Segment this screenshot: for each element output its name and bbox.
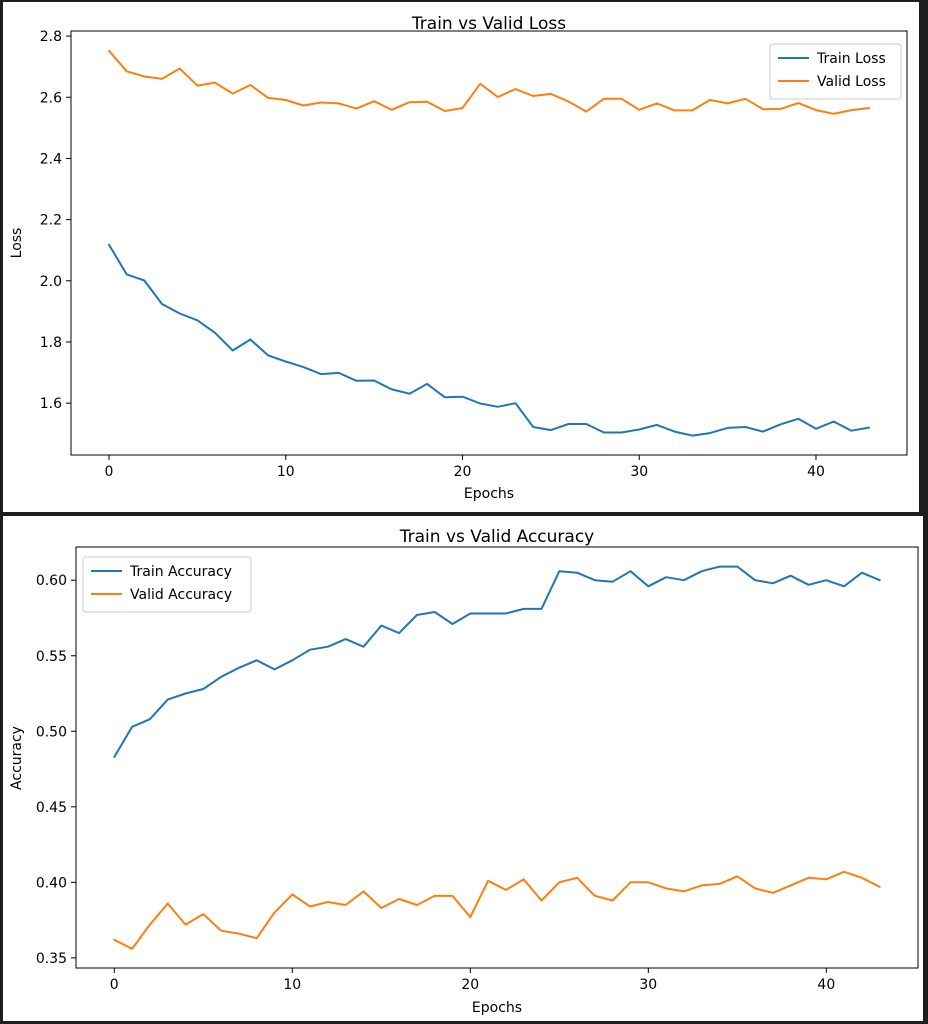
plot-area [70, 30, 908, 456]
y-tick-label: 2.6 [40, 90, 62, 106]
y-tick-label: 0.50 [36, 724, 67, 740]
y-tick-label: 1.8 [40, 335, 62, 351]
legend-label-train-loss: Train Loss [816, 51, 886, 67]
y-axis: 0.35 0.40 0.45 0.50 0.55 0.60 [36, 573, 76, 967]
chart-title: Train vs Valid Loss [411, 14, 566, 34]
y-tick-label: 1.6 [40, 396, 62, 412]
x-tick-label: 10 [283, 977, 301, 993]
loss-chart-panel: Train vs Valid Loss 1.6 1.8 2.0 2.2 2.4 2.6 2.… [3, 2, 919, 512]
y-axis-label: Loss [9, 228, 25, 259]
legend: Train Loss Valid Loss [769, 43, 902, 100]
plot-lines [113, 565, 881, 950]
legend-label-train-accuracy: Train Accuracy [129, 564, 232, 580]
legend-label-valid-loss: Valid Loss [817, 74, 886, 90]
y-axis: 1.6 1.8 2.0 2.2 2.4 2.6 2.8 [40, 29, 71, 412]
legend: Train Accuracy Valid Accuracy [82, 556, 252, 613]
plot-area [75, 546, 919, 969]
accuracy-chart: Train vs Valid Accuracy 0.35 0.40 0.45 0.50… [9, 527, 919, 1016]
x-tick-label: 10 [277, 464, 295, 480]
accuracy-chart-panel: Train vs Valid Accuracy 0.35 0.40 0.45 0.50… [3, 516, 923, 1021]
series-line-valid-loss [108, 49, 870, 115]
y-tick-label: 2.4 [40, 151, 62, 167]
series-line-train-loss [108, 243, 870, 437]
y-tick-label: 0.60 [36, 573, 67, 589]
x-tick-label: 30 [639, 977, 657, 993]
x-tick-label: 0 [105, 464, 114, 480]
y-tick-label: 2.8 [40, 29, 62, 45]
chart-title: Train vs Valid Accuracy [399, 527, 595, 547]
x-tick-label: 30 [630, 464, 648, 480]
y-tick-label: 0.55 [36, 649, 67, 665]
y-tick-label: 0.35 [36, 951, 67, 967]
x-tick-label: 20 [454, 464, 472, 480]
y-tick-label: 0.40 [36, 875, 67, 891]
y-axis-label: Accuracy [9, 726, 25, 790]
series-line-valid-accuracy [113, 870, 881, 950]
plot-lines [108, 49, 870, 437]
y-tick-label: 0.45 [36, 800, 67, 816]
x-axis: 0 10 20 30 40 [105, 455, 825, 480]
y-tick-label: 2.2 [40, 213, 62, 229]
legend-label-valid-accuracy: Valid Accuracy [130, 587, 232, 603]
x-tick-label: 40 [817, 977, 835, 993]
x-axis: 0 10 20 30 40 [110, 968, 835, 993]
x-tick-label: 40 [807, 464, 825, 480]
loss-chart: Train vs Valid Loss 1.6 1.8 2.0 2.2 2.4 2.6 2.… [9, 14, 908, 502]
x-axis-label: Epochs [472, 1000, 522, 1016]
x-tick-label: 0 [110, 977, 119, 993]
legend-box [82, 556, 252, 613]
series-line-train-accuracy [113, 565, 881, 758]
x-tick-label: 20 [461, 977, 479, 993]
y-tick-label: 2.0 [40, 274, 62, 290]
x-axis-label: Epochs [464, 486, 514, 502]
